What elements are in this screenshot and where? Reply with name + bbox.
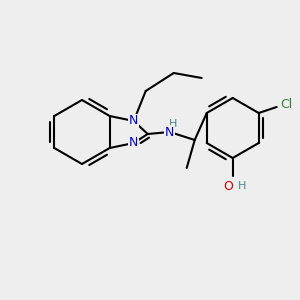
Text: N: N — [129, 115, 138, 128]
Text: H: H — [169, 119, 177, 129]
Text: Cl: Cl — [280, 98, 293, 110]
Text: O: O — [223, 179, 233, 193]
Text: H: H — [238, 181, 246, 191]
Text: N: N — [129, 136, 138, 149]
Text: N: N — [165, 125, 174, 139]
